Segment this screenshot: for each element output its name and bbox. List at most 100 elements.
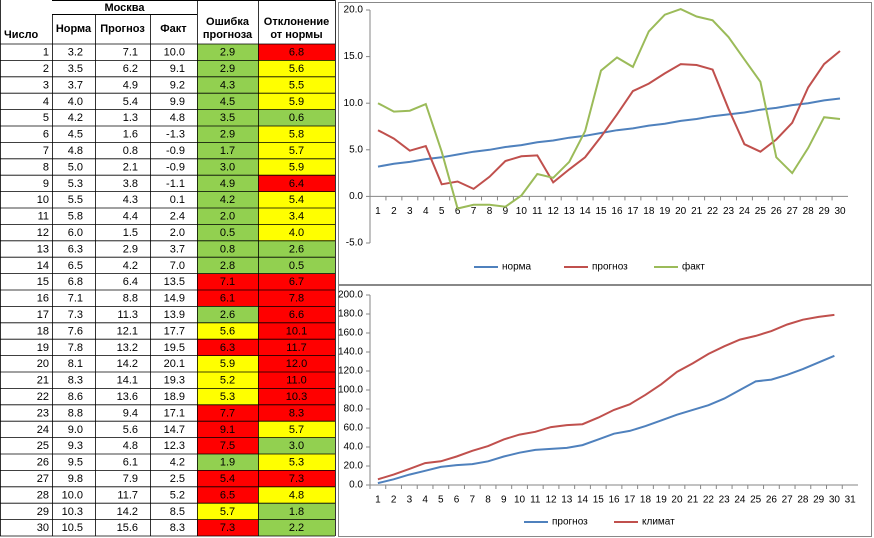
cell-fill	[197, 273, 258, 290]
table-cell: 5.2	[220, 375, 235, 387]
table-cell: 11	[38, 211, 49, 223]
cell-fill	[197, 519, 258, 536]
cell-fill	[197, 240, 258, 258]
table-cell: 2	[43, 63, 49, 75]
table-cell: 3.0	[289, 440, 304, 452]
y-tick-label: 10.0	[344, 98, 364, 109]
x-tick-label: 23	[723, 206, 735, 217]
y-tick-label: 0.0	[349, 480, 363, 491]
x-tick-label: 4	[423, 206, 429, 217]
cell-fill	[258, 339, 335, 356]
x-tick-label: 22	[703, 495, 715, 506]
cell-fill	[258, 306, 335, 323]
table-cell: 14.2	[117, 506, 138, 518]
table-cell: 4.8	[170, 112, 185, 124]
legend-label: факт	[682, 261, 705, 273]
table-cell: 2.6	[220, 309, 235, 321]
table-cell: 4.8	[123, 440, 138, 452]
x-tick-label: 1	[375, 206, 381, 217]
x-tick-label: 30	[834, 206, 846, 217]
cell-fill	[258, 486, 335, 504]
table-cell: 20	[37, 358, 49, 370]
table: Москва Число Норма Прогноз Факт Ошибкапрогноз…	[0, 0, 336, 537]
x-tick-label: 21	[691, 206, 703, 217]
cell-fill	[197, 437, 258, 454]
table-cell: 10.0	[164, 47, 185, 59]
table-cell: 6.4	[123, 276, 138, 288]
cell-fill	[258, 158, 335, 176]
table-cell: 7.3	[220, 522, 235, 534]
column-header: от нормы	[270, 29, 322, 41]
table-cell: 3.7	[68, 79, 83, 91]
x-tick-label: 8	[485, 495, 491, 506]
x-tick-label: 29	[819, 206, 831, 217]
x-tick-label: 28	[803, 206, 815, 217]
table-cell: 17.1	[164, 407, 185, 419]
x-tick-label: 19	[656, 495, 668, 506]
table-cell: 12	[37, 227, 49, 239]
table-cell: 13.6	[117, 391, 138, 403]
table-cell: 7.5	[220, 440, 235, 452]
column-header: Число	[4, 29, 38, 41]
x-tick-label: 4	[422, 495, 428, 506]
table-cell: 7.7	[220, 407, 235, 419]
table-cell: 7.0	[170, 260, 185, 272]
y-tick-label: 200.0	[338, 290, 363, 301]
table-cell: 1.3	[123, 112, 138, 124]
table-cell: 3.7	[170, 243, 185, 255]
x-tick-label: 24	[734, 495, 746, 506]
x-tick-label: 8	[487, 206, 493, 217]
cell-fill	[197, 44, 258, 61]
table-cell: 2.2	[289, 522, 304, 534]
table-cell: 8.8	[123, 293, 138, 305]
column-header: Факт	[160, 23, 187, 35]
table-cell: 8.3	[289, 407, 304, 419]
x-tick-label: 16	[608, 495, 620, 506]
table-cell: 11.7	[286, 342, 307, 354]
column-header: прогноза	[203, 29, 253, 41]
table-cell: 1.6	[123, 129, 138, 141]
x-tick-label: 31	[845, 495, 857, 506]
table-cell: 6.3	[68, 243, 83, 255]
cell-fill	[258, 208, 335, 225]
table-cell: 24	[37, 424, 49, 436]
cell-fill	[197, 486, 258, 504]
table-cell: 6	[43, 129, 49, 141]
cell-fill	[197, 355, 258, 372]
x-tick-label: 5	[438, 495, 444, 506]
table-cell: 5.3	[68, 178, 83, 190]
table-cell: 4	[43, 96, 49, 108]
table-cell: 6.5	[68, 260, 83, 272]
x-tick-label: 19	[659, 206, 671, 217]
table-cell: 5.8	[289, 129, 304, 141]
table-cell: 12.1	[117, 325, 138, 337]
x-tick-label: 13	[561, 495, 573, 506]
table-cell: 10.0	[62, 489, 83, 501]
table-cell: 10.3	[286, 391, 307, 403]
table-cell: 17.7	[164, 325, 185, 337]
cell-fill	[197, 421, 258, 438]
x-tick-label: 14	[577, 495, 589, 506]
table-cell: 27	[37, 473, 49, 485]
x-tick-label: 22	[707, 206, 719, 217]
table-cell: 1	[43, 47, 49, 59]
x-tick-label: 28	[797, 495, 809, 506]
x-tick-label: 20	[671, 495, 683, 506]
y-tick-label: 140.0	[338, 347, 363, 358]
table-cell: 0.1	[170, 194, 185, 206]
x-tick-label: 13	[564, 206, 576, 217]
table-cell: 2.1	[123, 161, 138, 173]
table-cell: 5.7	[220, 506, 235, 518]
table-cell: 5.7	[289, 424, 304, 436]
table-cell: 8.1	[68, 358, 83, 370]
table-cell: 10.5	[62, 522, 83, 534]
cell-fill	[258, 175, 335, 192]
cell-fill	[197, 76, 258, 94]
table-cell: 18.9	[164, 391, 185, 403]
cell-fill	[197, 142, 258, 159]
x-tick-label: 3	[407, 495, 413, 506]
x-tick-label: 18	[643, 206, 655, 217]
table-cell: 15	[37, 276, 49, 288]
table-cell: 7.8	[289, 293, 304, 305]
table-cell: 2.9	[123, 243, 138, 255]
